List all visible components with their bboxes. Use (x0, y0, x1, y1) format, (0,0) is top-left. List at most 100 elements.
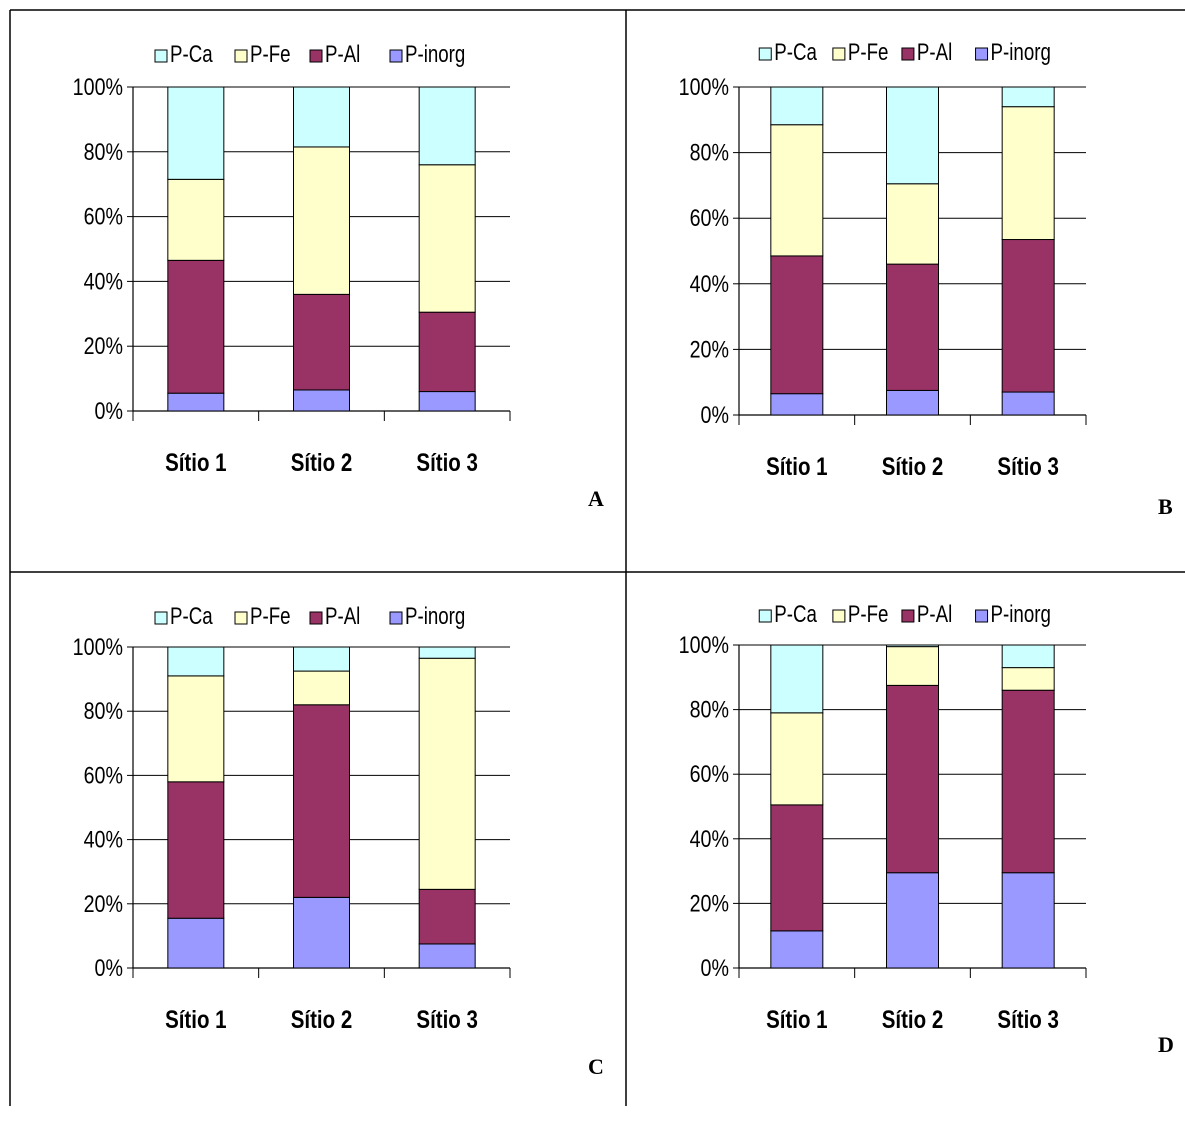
chart-d-bar-s-tio-3-p-ca (1001, 644, 1055, 669)
chart-a-bar-s-tio-1-p-ca (167, 86, 225, 180)
chart-a-legend-label-p-ca: P-Ca (170, 41, 213, 68)
chart-c-bar-s-tio-2-p-inorg (293, 896, 350, 969)
chart-d-y-tick-label: 20% (690, 890, 729, 917)
chart-panel-b: 0% 20% 40% 60% 80% 100% Sítio 1 Sítio 2 Sítio 3 P… (626, 10, 1185, 570)
chart-c-bar-s-tio-2-p-ca (293, 646, 350, 672)
chart-d-legend-swatch-p-fe (832, 609, 846, 623)
chart-c-y-tick-label: 20% (84, 890, 123, 917)
chart-a-legend-swatch-p-inorg (389, 49, 403, 63)
chart-d-bar-s-tio-2-p-al (886, 684, 939, 874)
chart-b-bar-s-tio-1-p-inorg (770, 393, 824, 416)
chart-a-bar-s-tio-3-p-ca (418, 86, 476, 166)
chart-d-bar-s-tio-1-p-al (770, 804, 824, 932)
chart-d-y-tick-label: 0% (701, 954, 729, 981)
chart-b-bar-s-tio-1-p-fe (770, 124, 824, 257)
chart-c-y-tick-label: 60% (84, 762, 123, 789)
chart-a-y-tick-label: 0% (95, 397, 123, 424)
chart-d-bar-s-tio-3-p-al (1001, 689, 1055, 874)
chart-d-bar-s-tio-1-p-fe (770, 712, 824, 806)
chart-b-legend-swatch-p-ca (758, 47, 772, 61)
chart-d-bar-s-tio-2-p-inorg (886, 872, 939, 969)
chart-d-bar-s-tio-1-p-inorg (770, 930, 824, 969)
chart-b-category-label: Sítio 3 (997, 452, 1059, 480)
chart-c-legend-swatch-p-al (309, 611, 323, 625)
chart-b-bar-s-tio-3-p-inorg (1001, 391, 1055, 416)
chart-d-bar-s-tio-2-p-ca (886, 644, 939, 648)
chart-d-legend-label-p-al: P-Al (917, 601, 952, 628)
chart-a-legend-label-p-al: P-Al (325, 41, 360, 68)
panel-label-a: A (588, 486, 604, 511)
chart-d-y-tick-label: 40% (690, 825, 729, 852)
chart-a-legend-label-p-inorg: P-inorg (405, 41, 465, 68)
chart-c-category-label: Sítio 1 (165, 1005, 227, 1033)
chart-panel-c: 0% 20% 40% 60% 80% 100% Sítio 1 Sítio 2 Sítio 3 P… (10, 572, 610, 1132)
chart-d-category-label: Sítio 2 (882, 1005, 944, 1033)
chart-c-bar-s-tio-3-p-al (418, 888, 476, 945)
chart-d-bar-s-tio-3-p-inorg (1001, 872, 1055, 969)
chart-d-legend-label-p-inorg: P-inorg (991, 601, 1051, 628)
chart-c-legend-label-p-ca: P-Ca (170, 603, 213, 630)
chart-d-y-tick-label: 100% (679, 631, 729, 658)
chart-c-bar-s-tio-3-p-fe (418, 657, 476, 890)
chart-a-bar-s-tio-3-p-al (418, 311, 476, 393)
chart-c-bar-s-tio-1-p-inorg (167, 917, 225, 969)
chart-d-bar-s-tio-1-p-ca (770, 644, 824, 714)
chart-c-bar-s-tio-1-p-ca (167, 646, 225, 677)
chart-b-category-label: Sítio 1 (766, 452, 828, 480)
chart-c-bar-s-tio-2-p-fe (293, 670, 350, 706)
chart-a-legend-swatch-p-ca (154, 49, 168, 63)
chart-panel-d: 0% 20% 40% 60% 80% 100% Sítio 1 Sítio 2 Sítio 3 P… (626, 572, 1185, 1132)
chart-b-bar-s-tio-2-p-fe (886, 183, 939, 265)
chart-b-y-tick-label: 0% (701, 401, 729, 428)
chart-d-y-tick-label: 80% (690, 696, 729, 723)
chart-c-legend-swatch-p-inorg (389, 611, 403, 625)
chart-b-svg: 0% 20% 40% 60% 80% 100% Sítio 1 Sítio 2 Sítio 3 P… (679, 39, 1087, 480)
chart-c-legend-label-p-inorg: P-inorg (405, 603, 465, 630)
chart-a-svg: 0% 20% 40% 60% 80% 100% Sítio 1 Sítio 2 Sítio 3 P… (73, 41, 511, 476)
chart-c-legend-swatch-p-fe (234, 611, 248, 625)
chart-b-y-tick-label: 100% (679, 73, 729, 100)
chart-panel-a: 0% 20% 40% 60% 80% 100% Sítio 1 Sítio 2 Sítio 3 P… (10, 10, 610, 570)
chart-c-bar-s-tio-1-p-al (167, 781, 225, 919)
chart-b-y-tick-label: 60% (690, 204, 729, 231)
chart-c-bar-s-tio-3-p-ca (418, 646, 476, 659)
chart-a-bar-s-tio-1-p-fe (167, 178, 225, 261)
chart-d-y-tick-label: 60% (690, 760, 729, 787)
chart-c-category-label: Sítio 2 (291, 1005, 353, 1033)
chart-a-category-label: Sítio 1 (165, 448, 227, 476)
chart-c-y-tick-label: 0% (95, 954, 123, 981)
chart-d-legend-swatch-p-inorg (975, 609, 989, 623)
chart-a-y-tick-label: 40% (84, 268, 123, 295)
chart-b-legend-label-p-inorg: P-inorg (991, 39, 1051, 66)
chart-b-legend-swatch-p-fe (832, 47, 846, 61)
chart-c-bar-s-tio-1-p-fe (167, 675, 225, 783)
chart-b-legend-label-p-al: P-Al (917, 39, 952, 66)
chart-a-y-tick-label: 20% (84, 332, 123, 359)
chart-c-bar-s-tio-3-p-inorg (418, 943, 476, 969)
chart-a-bar-s-tio-2-p-al (293, 293, 350, 391)
chart-a-y-tick-label: 80% (84, 138, 123, 165)
chart-d-bar-s-tio-3-p-fe (1001, 667, 1055, 691)
chart-a-y-tick-label: 60% (84, 203, 123, 230)
chart-d-legend-swatch-p-ca (758, 609, 772, 623)
chart-d-category-label: Sítio 1 (766, 1005, 828, 1033)
chart-a-legend-label-p-fe: P-Fe (250, 41, 291, 68)
chart-a-bar-s-tio-2-p-inorg (293, 389, 350, 412)
chart-a-bar-s-tio-3-p-inorg (418, 391, 476, 412)
chart-d-legend-label-p-ca: P-Ca (774, 601, 817, 628)
chart-c-y-tick-label: 40% (84, 826, 123, 853)
chart-a-bar-s-tio-1-p-al (167, 259, 225, 394)
chart-a-category-label: Sítio 3 (416, 448, 478, 476)
chart-c-y-tick-label: 80% (84, 697, 123, 724)
chart-b-y-tick-label: 20% (690, 336, 729, 363)
chart-b-bar-s-tio-1-p-ca (770, 86, 824, 126)
chart-b-legend-swatch-p-al (901, 47, 915, 61)
chart-b-y-tick-label: 80% (690, 139, 729, 166)
chart-c-legend-label-p-fe: P-Fe (250, 603, 291, 630)
chart-b-legend-label-p-fe: P-Fe (848, 39, 889, 66)
chart-c-legend-swatch-p-ca (154, 611, 168, 625)
chart-d-bar-s-tio-2-p-fe (886, 646, 939, 686)
panel-label-b: B (1158, 494, 1173, 519)
chart-b-bar-s-tio-3-p-ca (1001, 86, 1055, 108)
chart-a-legend-swatch-p-al (309, 49, 323, 63)
